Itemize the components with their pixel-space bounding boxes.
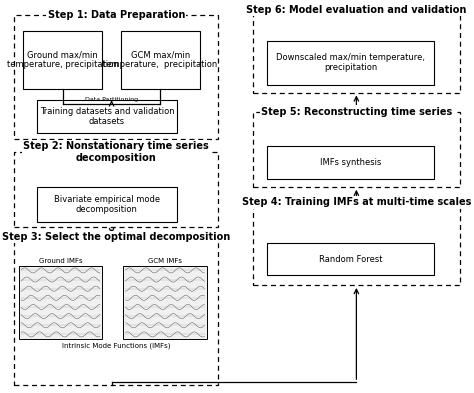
Text: Data Partitioning: Data Partitioning xyxy=(85,97,138,102)
Text: Step 6: Model evaluation and validation: Step 6: Model evaluation and validation xyxy=(246,5,467,15)
Text: Step 4: Training IMFs at multi-time scales: Step 4: Training IMFs at multi-time scal… xyxy=(242,197,471,207)
Text: Ground max/min
temperature, precipitation: Ground max/min temperature, precipitatio… xyxy=(7,50,118,70)
FancyBboxPatch shape xyxy=(267,243,434,275)
Text: GCM max/min
temperature,  precipitation: GCM max/min temperature, precipitation xyxy=(103,50,218,70)
FancyBboxPatch shape xyxy=(121,31,200,89)
FancyBboxPatch shape xyxy=(37,100,177,133)
Text: Training datasets and validation
datasets: Training datasets and validation dataset… xyxy=(40,107,174,126)
FancyBboxPatch shape xyxy=(23,31,102,89)
Text: GCM IMFs: GCM IMFs xyxy=(148,258,182,264)
Text: IMFs synthesis: IMFs synthesis xyxy=(320,158,382,167)
Text: Random Forest: Random Forest xyxy=(319,255,383,264)
Text: Downscaled max/min temperature,
precipitation: Downscaled max/min temperature, precipit… xyxy=(276,53,425,72)
Text: Bivariate empirical mode
decomposition: Bivariate empirical mode decomposition xyxy=(54,195,160,214)
FancyBboxPatch shape xyxy=(37,187,177,222)
Text: Intrinsic Mode Functions (IMFs): Intrinsic Mode Functions (IMFs) xyxy=(62,343,171,349)
FancyBboxPatch shape xyxy=(267,40,434,85)
Text: Step 3: Select the optimal decomposition: Step 3: Select the optimal decomposition xyxy=(2,232,230,242)
FancyBboxPatch shape xyxy=(267,147,434,179)
Text: Step 2: Nonstationary time series
decomposition: Step 2: Nonstationary time series decomp… xyxy=(23,141,209,163)
Text: Ground IMFs: Ground IMFs xyxy=(39,258,82,264)
Text: Step 1: Data Preparation: Step 1: Data Preparation xyxy=(47,11,185,20)
FancyBboxPatch shape xyxy=(18,266,102,339)
Text: Step 5: Reconstructing time series: Step 5: Reconstructing time series xyxy=(261,107,452,117)
FancyBboxPatch shape xyxy=(123,266,207,339)
